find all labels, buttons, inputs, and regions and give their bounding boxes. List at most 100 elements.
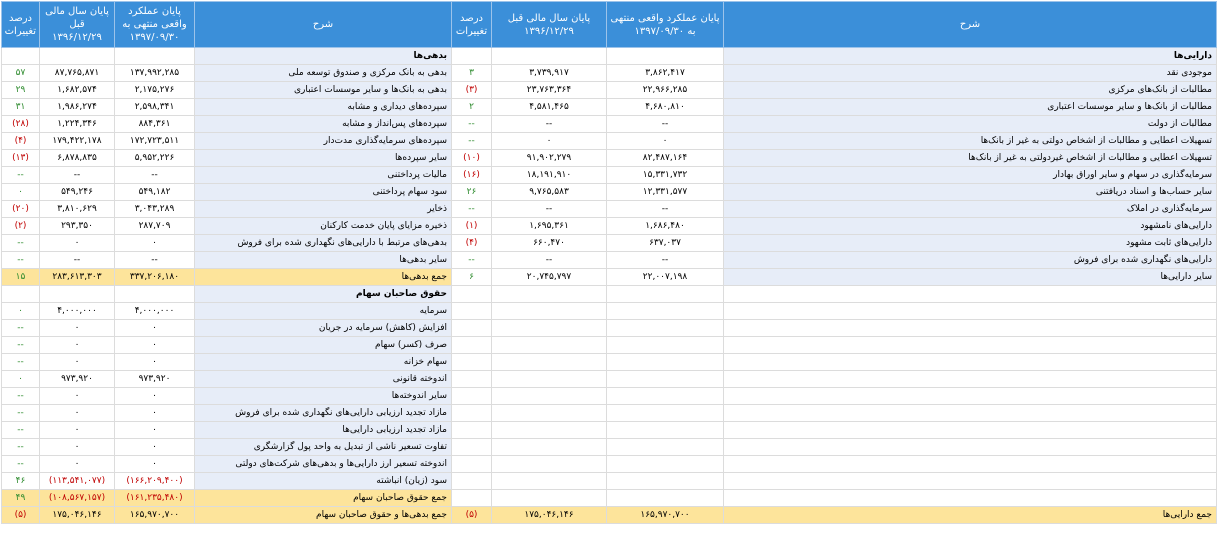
change-percent: -- [1,455,40,473]
column-header: درصد تغییرات [451,1,492,48]
row-label: صرف (کسر) سهام [194,336,452,354]
previous-value: ۰ [39,438,115,456]
current-value: ۰ [114,421,195,439]
empty-cell [606,336,724,354]
table-row: مطالبات از دولت -- -- -- سپرده‌های پس‌انداز … [1,115,1217,133]
change-percent: (۱۶) [451,166,492,184]
empty-cell [606,47,724,65]
empty-cell [491,302,607,320]
section-title: حقوق صاحبان سهام [194,285,452,303]
previous-value: ۶۶۰,۴۷۰ [491,234,607,252]
row-label: سپرده‌های سرمایه‌گذاری مدت‌دار [194,132,452,150]
empty-cell [723,455,1217,473]
change-percent: -- [1,166,40,184]
table-row: افزایش (کاهش) سرمایه در جریان ۰ ۰ -- [1,319,1217,337]
row-label: سرمایه‌گذاری در سهام و سایر اوراق بهادار [723,166,1217,184]
row-label: موجودی نقد [723,64,1217,82]
previous-value: ۱,۶۸۲,۵۷۴ [39,81,115,99]
row-label: دارایی‌های نامشهود [723,217,1217,235]
empty-cell [606,319,724,337]
empty-cell [723,353,1217,371]
empty-cell [491,319,607,337]
previous-value: (۱۰۸,۵۶۷,۱۵۷) [39,489,115,507]
change-percent: (۲) [1,217,40,235]
column-header: پایان عملکرد واقعی منتهی به ۱۳۹۷/۰۹/۳۰ [114,1,195,48]
row-label: افزایش (کاهش) سرمایه در جریان [194,319,452,337]
previous-value: ۰ [491,132,607,150]
table-row: دارایی‌ها بدهی‌ها [1,47,1217,65]
empty-cell [723,489,1217,507]
current-value: ۸۸۴,۳۶۱ [114,115,195,133]
change-percent: ۲۶ [451,183,492,201]
empty-cell [114,285,195,303]
table-body: دارایی‌ها بدهی‌ها موجودی نقد ۳,۸۶۲,۴۱۷ ۳,۷۳۹… [1,47,1217,524]
empty-cell [1,285,40,303]
table-row: مطالبات از بانک‌ها و سایر موسسات اعتباری… [1,98,1217,116]
row-label: سود سهام پرداختنی [194,183,452,201]
table-row: دارایی‌های نگهداری شده برای فروش -- -- -- سا… [1,251,1217,269]
table-row: سرمایه ۴,۰۰۰,۰۰۰ ۴,۰۰۰,۰۰۰ ۰ [1,302,1217,320]
change-percent: ۴۹ [1,489,40,507]
current-value: ۲۲,۹۶۶,۲۸۵ [606,81,724,99]
empty-cell [606,302,724,320]
table-row: تسهیلات اعطایی و مطالبات از اشخاص غیردول… [1,149,1217,167]
current-value: ۳۳۷,۲۰۶,۱۸۰ [114,268,195,286]
change-percent: ۰ [1,183,40,201]
previous-value: ۰ [39,387,115,405]
change-percent: ۰ [1,370,40,388]
empty-cell [606,370,724,388]
empty-cell [491,438,607,456]
current-value: ۰ [114,336,195,354]
change-percent: -- [1,234,40,252]
change-percent: (۱) [451,217,492,235]
table-row: جمع حقوق صاحبان سهام (۱۶۱,۲۳۵,۴۸۰) (۱۰۸,۵۶… [1,489,1217,507]
table-row: موجودی نقد ۳,۸۶۲,۴۱۷ ۳,۷۳۹,۹۱۷ ۳ بدهی به بان… [1,64,1217,82]
row-label: سایر حساب‌ها و اسناد دریافتنی [723,183,1217,201]
empty-cell [606,404,724,422]
table-row: سهام خزانه ۰ ۰ -- [1,353,1217,371]
previous-value: ۱,۶۹۵,۳۶۱ [491,217,607,235]
table-row: دارایی‌های نامشهود ۱,۶۸۶,۴۸۰ ۱,۶۹۵,۳۶۱ (۱) ذ… [1,217,1217,235]
table-row: تسهیلات اعطایی و مطالبات از اشخاص دولتی … [1,132,1217,150]
table-row: سرمایه‌گذاری در املاک -- -- -- ذخایر ۳,۰۴۳,۲۸… [1,200,1217,218]
row-label: مازاد تجدید ارزیابی دارایی‌ها [194,421,452,439]
row-label: مالیات پرداختنی [194,166,452,184]
previous-value: ۳,۷۳۹,۹۱۷ [491,64,607,82]
table-row: صرف (کسر) سهام ۰ ۰ -- [1,336,1217,354]
empty-cell [606,421,724,439]
current-value: ۰ [114,234,195,252]
current-value: ۵,۹۵۲,۲۲۶ [114,149,195,167]
empty-cell [491,285,607,303]
previous-value: (۱۱۳,۵۴۱,۰۷۷) [39,472,115,490]
row-label: بدهی به بانک‌ها و سایر موسسات اعتباری [194,81,452,99]
current-value: ۳,۰۴۳,۲۸۹ [114,200,195,218]
row-label: تفاوت تسعیر ناشی از تبدیل به واحد پول گز… [194,438,452,456]
table-row: جمع دارایی‌ها ۱۶۵,۹۷۰,۷۰۰ ۱۷۵,۰۴۶,۱۴۶ (۵) جم… [1,506,1217,524]
empty-cell [451,438,492,456]
current-value: ۰ [114,404,195,422]
empty-cell [491,489,607,507]
previous-value: ۱۷۹,۴۲۲,۱۷۸ [39,132,115,150]
previous-value: ۶,۸۷۸,۸۳۵ [39,149,115,167]
previous-value: ۲۹۳,۳۵۰ [39,217,115,235]
empty-cell [451,404,492,422]
change-percent: -- [1,336,40,354]
row-label: دارایی‌های ثابت مشهود [723,234,1217,252]
row-label: بدهی به بانک مرکزی و صندوق توسعه ملی [194,64,452,82]
previous-value: ۲۰,۷۴۵,۷۹۷ [491,268,607,286]
change-percent: -- [1,353,40,371]
change-percent: (۳) [451,81,492,99]
row-label: سرمایه‌گذاری در املاک [723,200,1217,218]
empty-cell [451,455,492,473]
previous-value: ۸۷,۷۶۵,۸۷۱ [39,64,115,82]
empty-cell [39,47,115,65]
row-label: تسهیلات اعطایی و مطالبات از اشخاص غیردول… [723,149,1217,167]
section-title: دارایی‌ها [723,47,1217,65]
previous-value: -- [39,166,115,184]
previous-value: -- [491,200,607,218]
empty-cell [606,472,724,490]
column-header: شرح [194,1,452,48]
empty-cell [606,387,724,405]
current-value: ۲,۵۹۸,۳۴۱ [114,98,195,116]
empty-cell [451,47,492,65]
